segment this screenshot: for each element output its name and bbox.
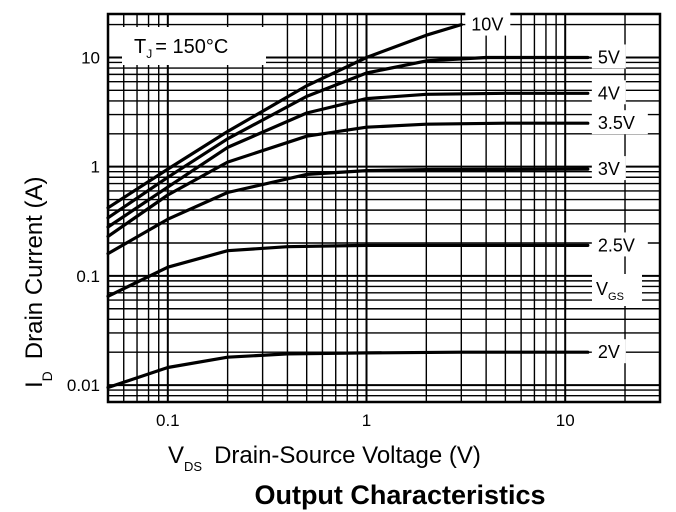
curve-label: 10V	[471, 15, 503, 35]
curve-label-bg	[591, 80, 626, 105]
curve-vgs-2V	[106, 350, 590, 390]
curve-vgs-2.5V	[106, 243, 590, 298]
y-tick-label: 10	[81, 48, 100, 67]
curve-label: 5V	[598, 47, 620, 67]
curve-label: 4V	[598, 83, 620, 103]
y-tick-label: 1	[91, 158, 100, 177]
plot-frame	[106, 12, 662, 404]
curve-vgs-10V	[106, 23, 463, 210]
curve-label-bg	[465, 11, 511, 36]
curve-label: 2V	[598, 342, 620, 362]
curve-vgs-4V	[106, 91, 590, 229]
y-tick-label: 0.1	[76, 267, 100, 286]
x-tick-label: 0.1	[156, 411, 180, 430]
annotation-text: TJ = 150°C	[134, 36, 228, 61]
curve-label-bg	[591, 110, 648, 135]
x-tick-label: 1	[362, 411, 371, 430]
vgs-label: VGS	[596, 279, 624, 303]
x-axis-title: VDS Drain-Source Voltage (V)	[168, 442, 481, 474]
y-tick-label: 0.01	[67, 376, 100, 395]
curve-vgs-3V	[106, 167, 590, 256]
x-tick-label: 10	[556, 411, 575, 430]
curve-label-bg	[591, 44, 626, 69]
annotation-box	[122, 27, 266, 65]
curve-labels: 10V 5V 4V 3.5V 3V 2.5V 2V	[465, 11, 648, 364]
vgs-label-box	[592, 274, 642, 306]
curves	[106, 23, 590, 390]
curve-label: 3.5V	[598, 113, 635, 133]
curve-label-bg	[591, 232, 648, 257]
curve-vgs-3.5V	[106, 121, 590, 238]
curve-label: 2.5V	[598, 235, 635, 255]
y-axis-title: IDDrain Current (A)	[21, 176, 55, 388]
y-tick-labels: 0.01 0.1 1 10	[67, 48, 100, 395]
curve-label-bg	[591, 339, 626, 364]
grid	[107, 14, 661, 403]
curve-label: 3V	[598, 159, 620, 179]
x-tick-labels: 0.1 1 10	[156, 411, 575, 430]
curve-label-bg	[591, 156, 626, 181]
curve-vgs-5V	[106, 55, 590, 220]
chart-title: Output Characteristics	[254, 480, 545, 510]
